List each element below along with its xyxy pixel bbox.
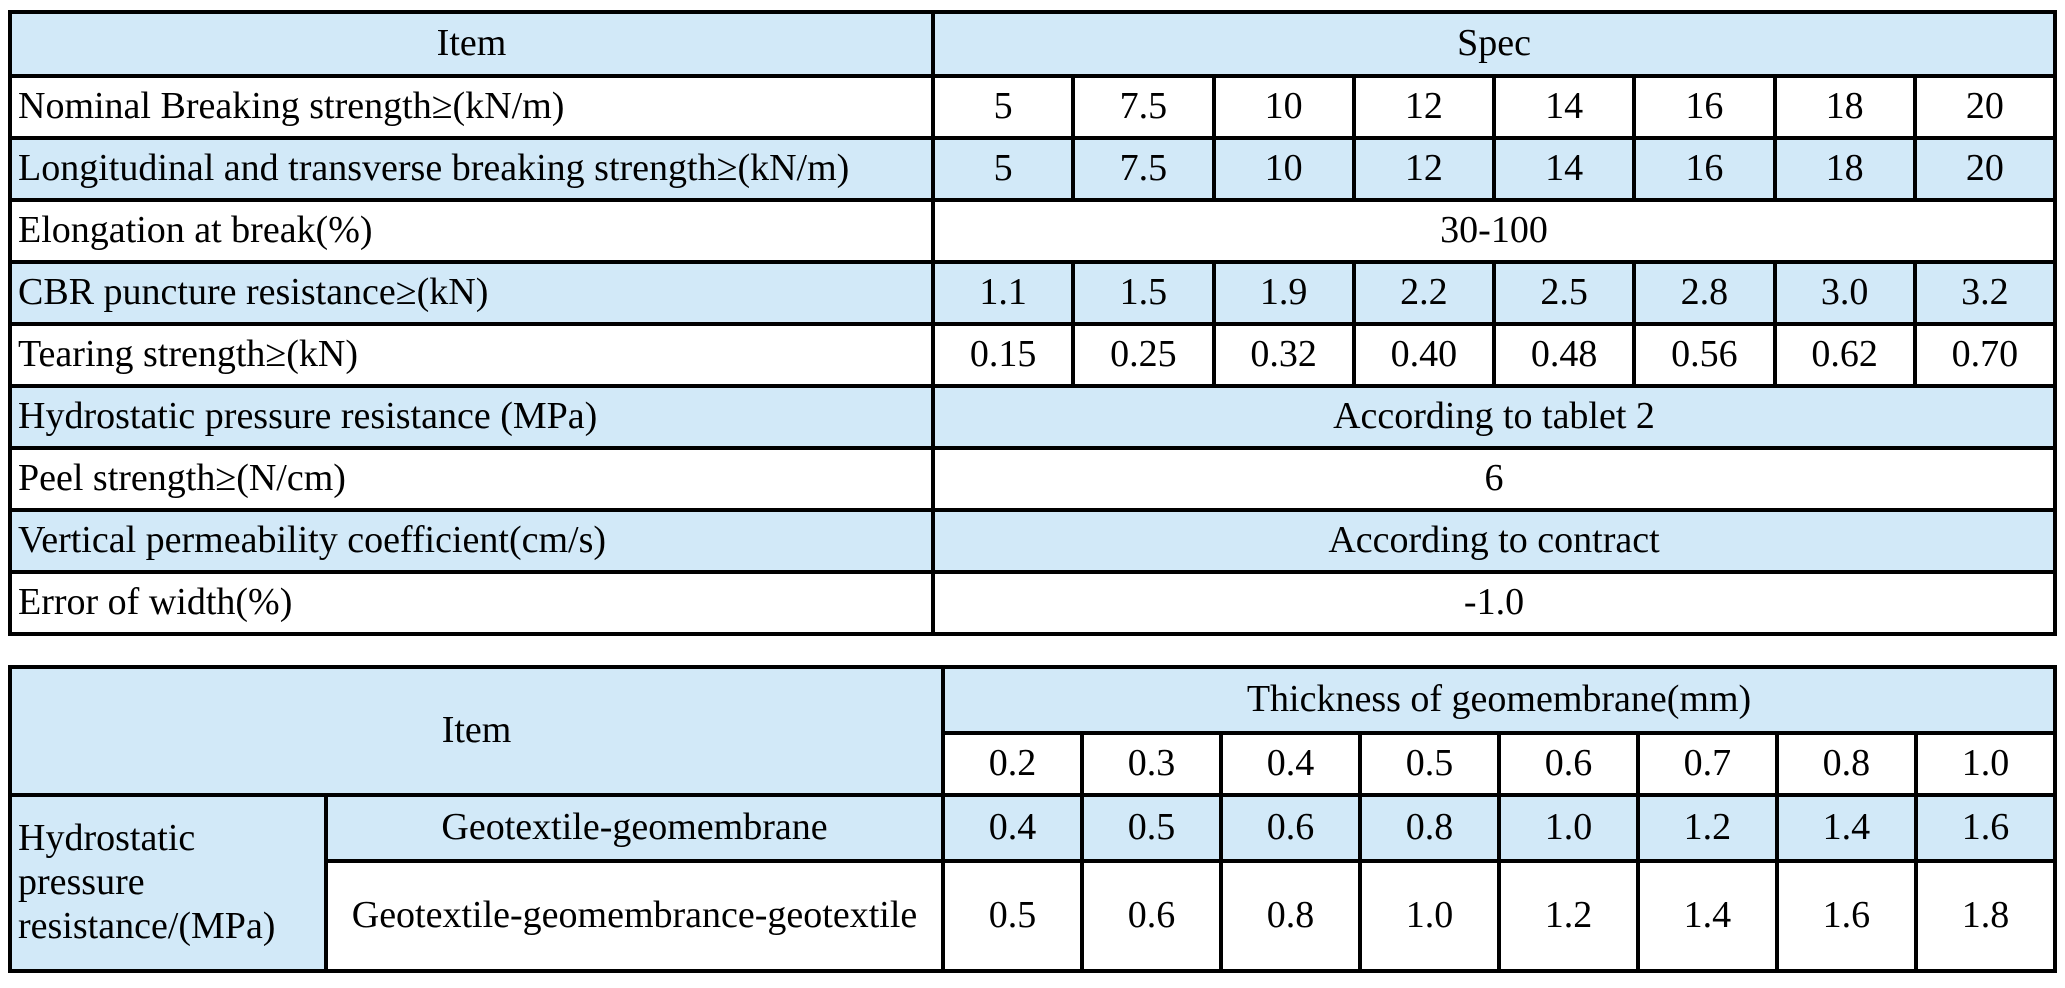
table-row: Elongation at break(%) 30-100 (8, 198, 2057, 264)
row-label: Peel strength≥(N/cm) (8, 446, 935, 512)
thickness-value-cell: 0.5 (1357, 731, 1501, 797)
spec-value-cell: 0.62 (1772, 322, 1917, 388)
row-label: CBR puncture resistance≥(kN) (8, 260, 935, 326)
thickness-value-cell: 0.2 (941, 731, 1084, 797)
spec-value-cell: 1.1 (930, 260, 1076, 326)
merged-value-cell: -1.0 (931, 570, 2057, 636)
table-row: Error of width(%) -1.0 (8, 570, 2057, 636)
row-label: Geotextile-geomembrane (323, 793, 946, 863)
spec-value-cell: 5 (930, 74, 1076, 140)
spec-value-cell: 16 (1632, 74, 1777, 140)
pressure-value-cell: 1.4 (1635, 859, 1779, 973)
table-row: CBR puncture resistance≥(kN) 1.1 1.5 1.9… (8, 260, 2058, 326)
spec-value-cell: 1.5 (1071, 260, 1216, 326)
spec-value-cell: 0.15 (930, 322, 1076, 388)
merged-value-cell: 30-100 (931, 198, 2057, 264)
spec-value-cell: 14 (1491, 74, 1637, 140)
pressure-value-cell: 0.8 (1218, 859, 1362, 973)
table-row: Vertical permeability coefficient(cm/s) … (8, 508, 2057, 574)
item-header-cell: Item (7, 665, 946, 797)
pressure-value-cell: 0.4 (941, 793, 1084, 863)
row-label: Tearing strength≥(kN) (8, 322, 935, 388)
row-label: Hydrostatic pressure resistance (MPa) (8, 384, 935, 450)
table-row: Hydrostatic pressure resistance/(MPa) Ge… (8, 793, 2058, 973)
spec-value-cell: 10 (1211, 136, 1356, 202)
table-row: Hydrostatic pressure resistance (MPa) Ac… (8, 384, 2057, 450)
spec-value-cell: 0.40 (1351, 322, 1497, 388)
pressure-value-cell: 1.2 (1496, 859, 1640, 973)
spec-value-cell: 12 (1351, 74, 1497, 140)
thickness-value-cell: 0.6 (1496, 731, 1640, 797)
thickness-values-row: 0.2 0.3 0.4 0.5 0.6 0.7 0.8 1.0 (10, 731, 2058, 797)
table-header-row: Item Spec (8, 10, 2057, 78)
spec-value-cell: 0.32 (1211, 322, 1356, 388)
table-row: Nominal Breaking strength≥(kN/m) 5 7.5 1… (8, 74, 2058, 140)
spec-value-cell: 7.5 (1071, 74, 1216, 140)
spec-value-cell: 0.70 (1912, 322, 2058, 388)
spec-table: Item Spec Nominal Breaking strength≥(kN/… (8, 10, 2058, 636)
pressure-value-cell: 1.0 (1496, 793, 1640, 863)
thickness-value-cell: 0.4 (1218, 731, 1362, 797)
spec-value-cell: 20 (1912, 74, 2058, 140)
thickness-value-cell: 0.7 (1635, 731, 1779, 797)
thickness-value-cell: 0.3 (1080, 731, 1223, 797)
row-group-label: Hydrostatic pressure resistance/(MPa) (8, 793, 328, 973)
hydrostatic-thickness-table: Item Thickness of geomembrane(mm) 0.2 0.… (7, 665, 2058, 973)
spec-value-cell: 18 (1772, 136, 1917, 202)
thickness-value-cell: 1.0 (1913, 731, 2058, 797)
thickness-group-header-cell: Thickness of geomembrane(mm) (941, 665, 2057, 735)
spec-value-cell: 3.2 (1912, 260, 2058, 326)
row-label: Longitudinal and transverse breaking str… (8, 136, 935, 202)
table-row: Geotextile-geomembrance-geotextile 0.5 0… (10, 859, 2058, 973)
spec-value-cell: 0.48 (1491, 322, 1637, 388)
pressure-value-cell: 0.6 (1080, 859, 1223, 973)
spec-value-cell: 10 (1211, 74, 1356, 140)
merged-value-cell: 6 (931, 446, 2057, 512)
table-row: Longitudinal and transverse breaking str… (8, 136, 2058, 202)
pressure-value-cell: 0.8 (1357, 793, 1501, 863)
spec-value-cell: 7.5 (1071, 136, 1216, 202)
spec-header-cell: Spec (931, 10, 2057, 78)
row-label: Vertical permeability coefficient(cm/s) (8, 508, 935, 574)
pressure-value-cell: 0.5 (941, 859, 1084, 973)
spec-value-cell: 0.56 (1632, 322, 1777, 388)
spec-value-cell: 14 (1491, 136, 1637, 202)
spec-value-cell: 20 (1912, 136, 2058, 202)
table-header-row: Item Thickness of geomembrane(mm) (7, 665, 2057, 797)
pressure-value-cell: 0.5 (1080, 793, 1223, 863)
spec-value-cell: 18 (1772, 74, 1917, 140)
pressure-value-cell: 1.8 (1913, 859, 2058, 973)
row-label: Geotextile-geomembrance-geotextile (323, 859, 946, 973)
thickness-value-cell: 0.8 (1774, 731, 1918, 797)
pressure-value-cell: 1.6 (1913, 793, 2058, 863)
pressure-value-cell: 1.4 (1774, 793, 1918, 863)
pressure-value-cell: 1.2 (1635, 793, 1779, 863)
item-header-cell: Item (8, 10, 935, 78)
spec-value-cell: 2.8 (1632, 260, 1777, 326)
pressure-value-cell: 1.6 (1774, 859, 1918, 973)
merged-value-cell: According to tablet 2 (931, 384, 2057, 450)
pressure-value-cell: 1.0 (1357, 859, 1501, 973)
row-label: Error of width(%) (8, 570, 935, 636)
merged-value-cell: According to contract (931, 508, 2057, 574)
table-row: Peel strength≥(N/cm) 6 (8, 446, 2057, 512)
spec-value-cell: 0.25 (1071, 322, 1216, 388)
table-row: Tearing strength≥(kN) 0.15 0.25 0.32 0.4… (8, 322, 2058, 388)
row-label: Nominal Breaking strength≥(kN/m) (8, 74, 935, 140)
row-label: Elongation at break(%) (8, 198, 935, 264)
spec-value-cell: 5 (930, 136, 1076, 202)
pressure-value-cell: 0.6 (1218, 793, 1362, 863)
spec-value-cell: 2.2 (1351, 260, 1497, 326)
spec-value-cell: 2.5 (1491, 260, 1637, 326)
spec-value-cell: 16 (1632, 136, 1777, 202)
spec-value-cell: 1.9 (1211, 260, 1356, 326)
spec-value-cell: 3.0 (1772, 260, 1917, 326)
spec-value-cell: 12 (1351, 136, 1497, 202)
